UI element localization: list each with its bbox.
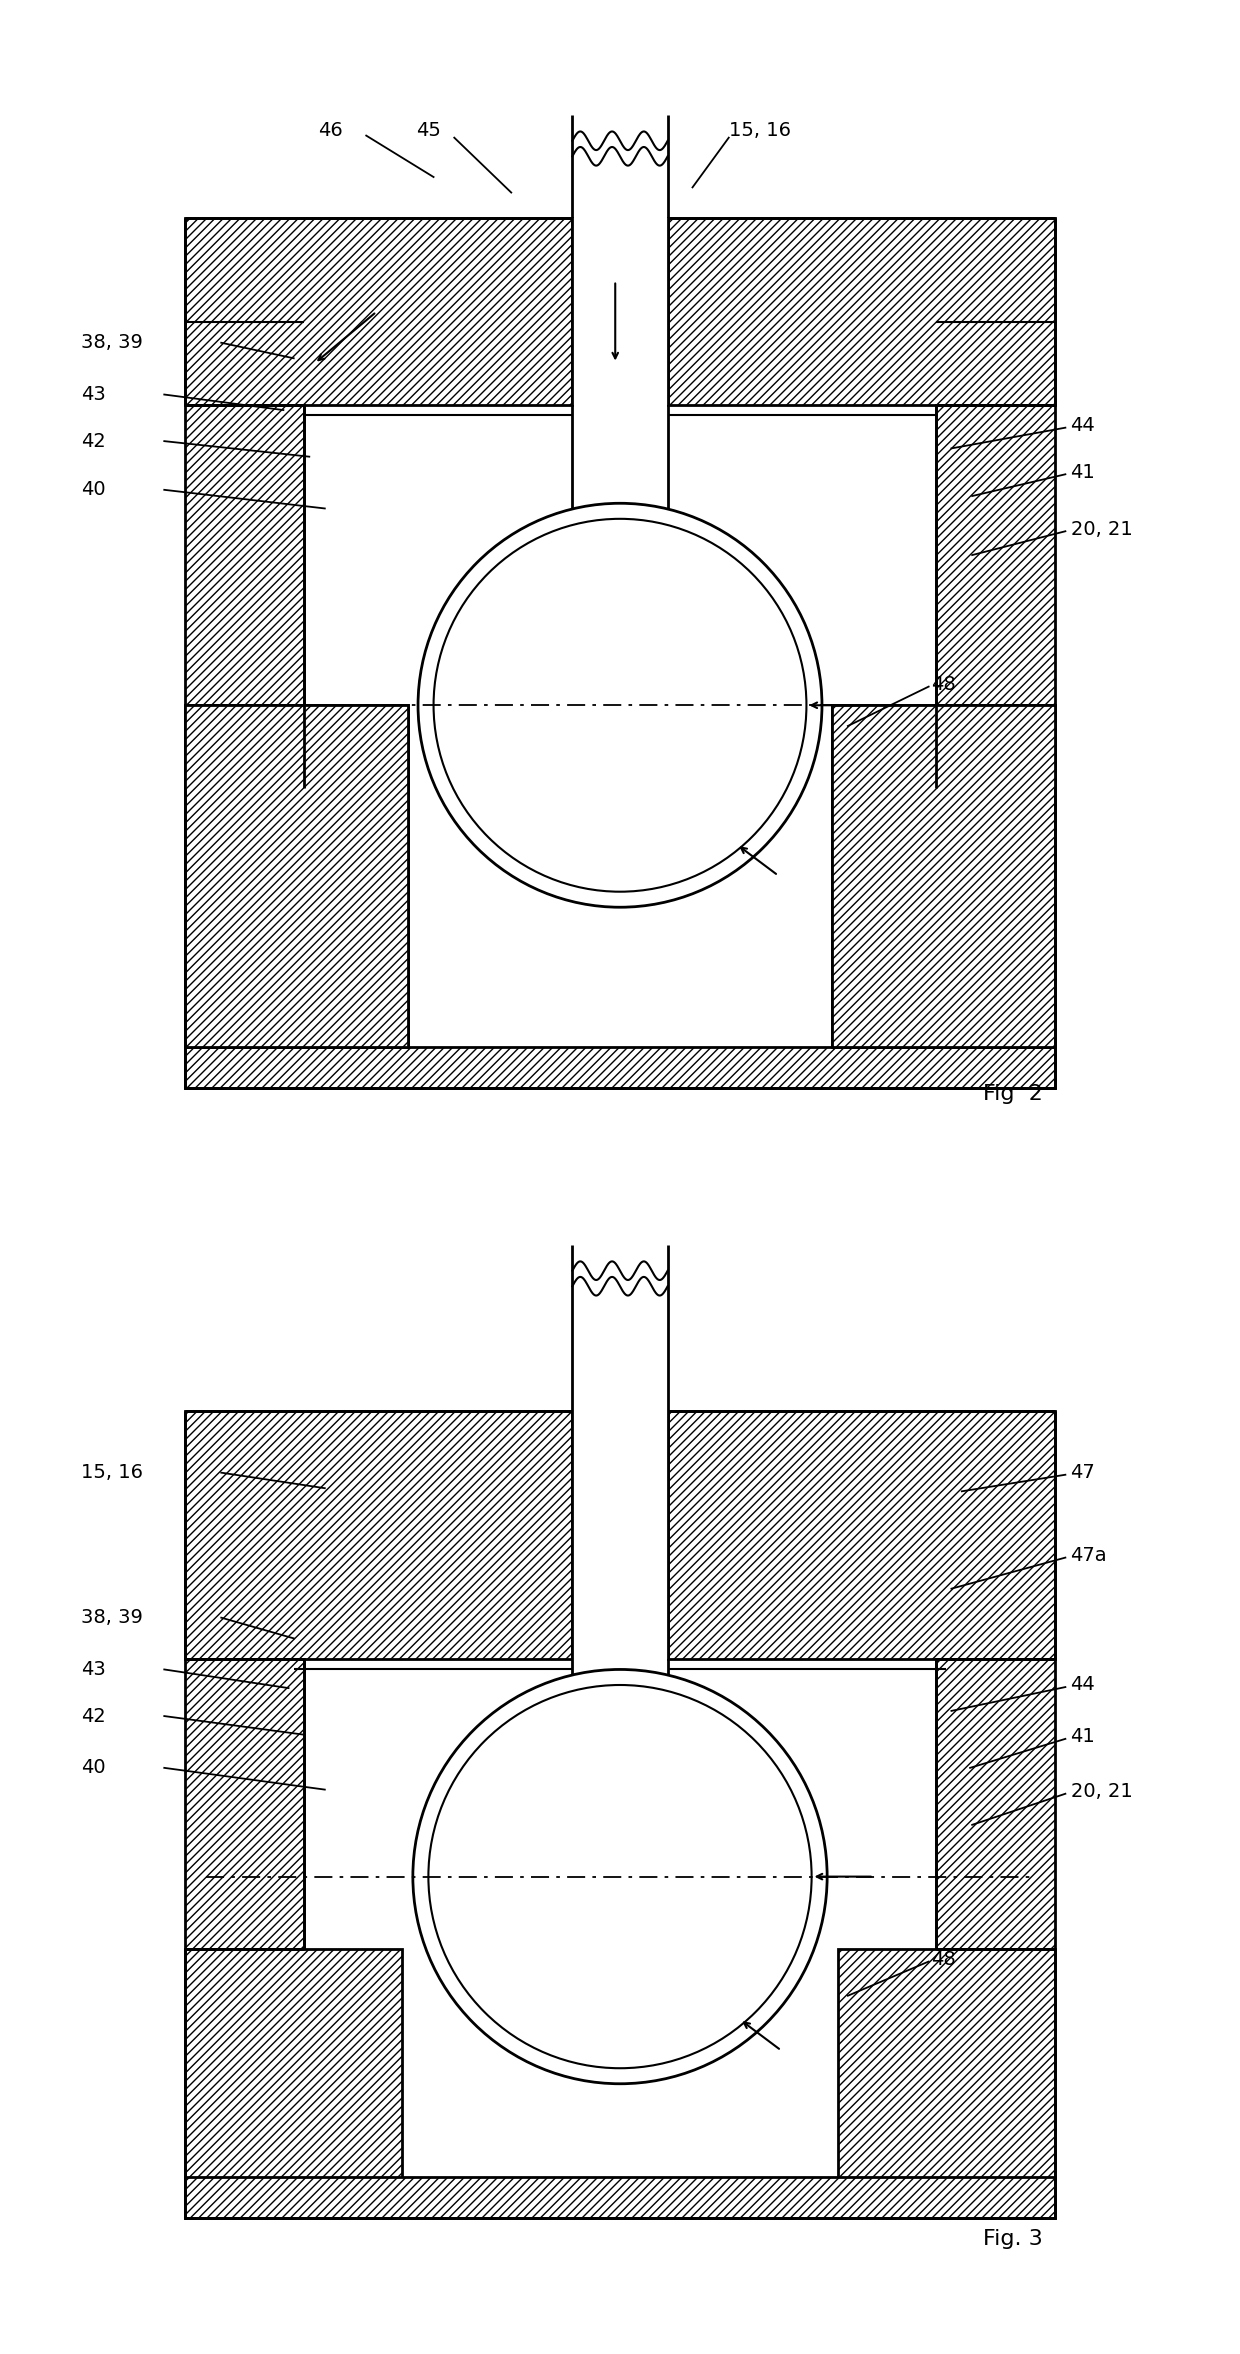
Bar — [185, 1410, 573, 1660]
Text: 40: 40 — [82, 1758, 107, 1777]
Bar — [185, 706, 408, 1088]
Text: 46: 46 — [317, 120, 342, 139]
Text: 41: 41 — [1070, 464, 1095, 483]
Text: 48: 48 — [931, 676, 956, 694]
Bar — [837, 1949, 1055, 2217]
Bar — [574, 137, 666, 155]
Bar — [185, 706, 408, 1048]
Text: 44: 44 — [1070, 1676, 1095, 1695]
Text: 42: 42 — [82, 431, 107, 450]
Bar — [185, 1949, 403, 2217]
Text: 43: 43 — [82, 1660, 107, 1678]
Bar — [573, 1401, 667, 1660]
Circle shape — [413, 1669, 827, 2083]
Text: 47a: 47a — [1070, 1547, 1107, 1565]
Bar — [185, 219, 573, 405]
Circle shape — [428, 1685, 812, 2069]
Bar — [573, 1660, 667, 1876]
Circle shape — [434, 518, 806, 892]
Text: 38, 39: 38, 39 — [82, 1608, 144, 1627]
Text: 20, 21: 20, 21 — [1070, 1782, 1132, 1801]
Text: 15, 16: 15, 16 — [82, 1464, 144, 1483]
Bar — [185, 405, 304, 789]
Text: 41: 41 — [1070, 1728, 1095, 1747]
Bar — [936, 405, 1055, 789]
Text: 38, 39: 38, 39 — [82, 334, 144, 353]
Bar — [832, 706, 1055, 1088]
Circle shape — [418, 504, 822, 906]
Bar — [832, 706, 1055, 1048]
Text: 20, 21: 20, 21 — [1070, 520, 1132, 539]
Bar — [667, 219, 1055, 405]
Text: 40: 40 — [82, 480, 107, 499]
Text: Fig. 3: Fig. 3 — [982, 2229, 1043, 2248]
Bar — [936, 1660, 1055, 1949]
Bar — [185, 1660, 304, 1949]
Text: 42: 42 — [82, 1707, 107, 1725]
Bar — [185, 2177, 1055, 2217]
Text: 15, 16: 15, 16 — [729, 120, 791, 139]
Bar — [667, 1410, 1055, 1660]
Bar — [185, 1048, 1055, 1088]
Text: 44: 44 — [1070, 417, 1095, 435]
Text: 45: 45 — [415, 120, 441, 139]
Bar — [574, 1266, 666, 1285]
Text: 47: 47 — [1070, 1464, 1095, 1483]
Text: Fig  2: Fig 2 — [982, 1083, 1043, 1104]
Text: 48: 48 — [931, 1949, 956, 1968]
Bar — [573, 219, 667, 405]
Text: 43: 43 — [82, 386, 107, 405]
